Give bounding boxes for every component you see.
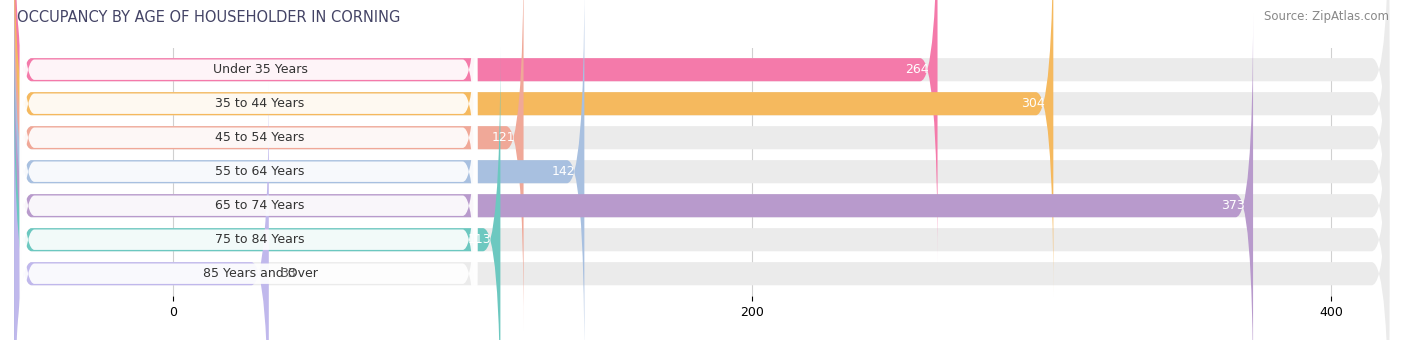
Text: 33: 33	[280, 267, 297, 280]
Text: OCCUPANCY BY AGE OF HOUSEHOLDER IN CORNING: OCCUPANCY BY AGE OF HOUSEHOLDER IN CORNI…	[17, 10, 401, 25]
FancyBboxPatch shape	[14, 0, 523, 330]
FancyBboxPatch shape	[20, 80, 477, 340]
Text: 142: 142	[553, 165, 575, 178]
FancyBboxPatch shape	[14, 0, 1389, 330]
Text: 35 to 44 Years: 35 to 44 Years	[215, 97, 305, 110]
FancyBboxPatch shape	[14, 81, 269, 340]
Text: 113: 113	[468, 233, 492, 246]
FancyBboxPatch shape	[20, 46, 477, 340]
Text: Source: ZipAtlas.com: Source: ZipAtlas.com	[1264, 10, 1389, 23]
FancyBboxPatch shape	[14, 0, 1389, 296]
FancyBboxPatch shape	[14, 47, 1389, 340]
FancyBboxPatch shape	[14, 0, 1053, 296]
FancyBboxPatch shape	[20, 0, 477, 298]
FancyBboxPatch shape	[14, 0, 938, 262]
Text: 264: 264	[905, 63, 929, 76]
FancyBboxPatch shape	[20, 0, 477, 230]
Text: 55 to 64 Years: 55 to 64 Years	[215, 165, 305, 178]
FancyBboxPatch shape	[14, 0, 1389, 340]
FancyBboxPatch shape	[20, 0, 477, 264]
Text: 121: 121	[491, 131, 515, 144]
FancyBboxPatch shape	[14, 81, 1389, 340]
FancyBboxPatch shape	[20, 114, 477, 340]
FancyBboxPatch shape	[14, 13, 1253, 340]
FancyBboxPatch shape	[14, 0, 1389, 262]
Text: 45 to 54 Years: 45 to 54 Years	[215, 131, 305, 144]
FancyBboxPatch shape	[14, 0, 585, 340]
Text: 373: 373	[1220, 199, 1244, 212]
Text: 85 Years and Over: 85 Years and Over	[202, 267, 318, 280]
FancyBboxPatch shape	[14, 13, 1389, 340]
Text: 304: 304	[1021, 97, 1045, 110]
Text: 65 to 74 Years: 65 to 74 Years	[215, 199, 305, 212]
Text: Under 35 Years: Under 35 Years	[212, 63, 308, 76]
FancyBboxPatch shape	[14, 47, 501, 340]
FancyBboxPatch shape	[20, 12, 477, 331]
Text: 75 to 84 Years: 75 to 84 Years	[215, 233, 305, 246]
